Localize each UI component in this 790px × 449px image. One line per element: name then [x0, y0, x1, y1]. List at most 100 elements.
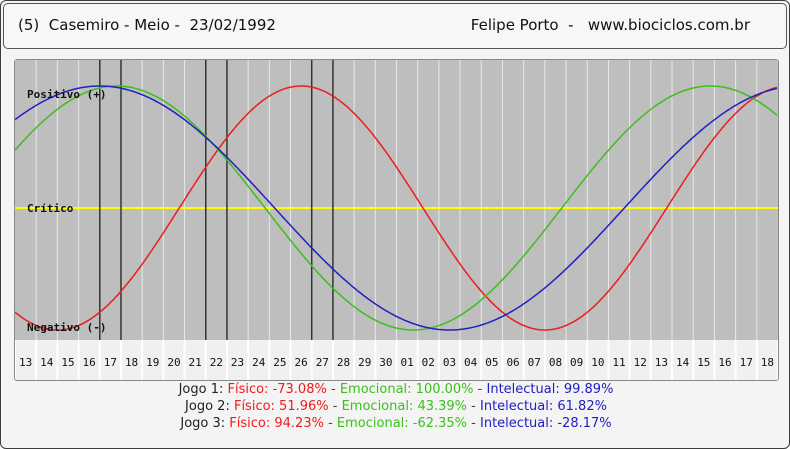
x-tick-label: 14: [40, 356, 54, 369]
x-tick-label: 17: [740, 356, 753, 369]
x-tick-cell: [567, 340, 587, 380]
x-tick-cell: [143, 340, 163, 380]
site-credit: Felipe Porto - www.biociclos.com.br: [470, 16, 750, 34]
result-label: Jogo 2:: [185, 399, 230, 414]
result-emocional: Emocional: 100.00%: [339, 382, 474, 397]
player-info: (5) Casemiro - Meio - 23/02/1992: [18, 16, 276, 34]
critical-label: Crítico: [27, 202, 74, 215]
x-tick-cell: [185, 340, 205, 380]
x-tick-label: 26: [295, 356, 308, 369]
x-tick-label: 04: [464, 356, 478, 369]
x-tick-cell: [355, 340, 375, 380]
separator: -: [326, 382, 340, 397]
series-line-emocional: [15, 85, 778, 331]
x-tick-label: 12: [634, 356, 647, 369]
x-tick-label: 18: [125, 356, 138, 369]
negative-label: Negativo (-): [27, 321, 106, 334]
x-tick-cell: [291, 340, 311, 380]
result-intelectual: Intelectual: 99.89%: [486, 382, 614, 397]
separator: -: [467, 416, 481, 431]
x-tick-label: 13: [655, 356, 668, 369]
x-tick-cell: [164, 340, 184, 380]
x-tick-cell: [58, 340, 78, 380]
x-tick-cell: [333, 340, 354, 380]
x-tick-label: 25: [273, 356, 286, 369]
x-tick-label: 24: [252, 356, 266, 369]
x-tick-label: 05: [485, 356, 498, 369]
result-line-2: Jogo 2: Físico: 51.96% - Emocional: 43.3…: [1, 398, 790, 415]
x-tick-label: 23: [231, 356, 244, 369]
separator: -: [328, 399, 342, 414]
header-bar: (5) Casemiro - Meio - 23/02/1992 Felipe …: [3, 3, 787, 49]
x-tick-cell: [503, 340, 523, 380]
x-tick-label: 01: [400, 356, 413, 369]
x-tick-label: 20: [167, 356, 180, 369]
x-tick-cell: [206, 340, 226, 380]
result-fisico: Físico: 51.96%: [233, 399, 329, 414]
x-tick-label: 10: [591, 356, 604, 369]
result-intelectual: Intelectual: -28.17%: [480, 416, 612, 431]
x-tick-label: 16: [718, 356, 731, 369]
x-tick-cell: [736, 340, 756, 380]
result-line-3: Jogo 3: Físico: 94.23% - Emocional: -62.…: [1, 415, 790, 432]
x-tick-cell: [673, 340, 693, 380]
positive-label: Positivo (+): [27, 88, 106, 101]
x-tick-cell: [121, 340, 142, 380]
x-tick-label: 13: [19, 356, 32, 369]
x-tick-label: 22: [210, 356, 223, 369]
x-tick-label: 15: [61, 356, 74, 369]
x-tick-label: 19: [146, 356, 159, 369]
x-tick-cell: [16, 340, 36, 380]
x-tick-label: 07: [528, 356, 541, 369]
x-tick-cell: [79, 340, 99, 380]
x-tick-cell: [397, 340, 417, 380]
x-tick-cell: [376, 340, 396, 380]
series-line-fisico: [15, 85, 778, 331]
result-line-1: Jogo 1: Físico: -73.08% - Emocional: 100…: [1, 381, 790, 398]
x-tick-cell: [439, 340, 460, 380]
result-fisico: Físico: 94.23%: [229, 416, 324, 431]
x-tick-cell: [715, 340, 735, 380]
x-tick-label: 27: [316, 356, 329, 369]
result-intelectual: Intelectual: 61.82%: [480, 399, 607, 414]
x-tick-cell: [227, 340, 248, 380]
result-label: Jogo 1:: [178, 382, 224, 397]
x-tick-cell: [312, 340, 332, 380]
x-tick-label: 14: [676, 356, 690, 369]
x-tick-cell: [270, 340, 290, 380]
result-label: Jogo 3:: [180, 416, 226, 431]
x-tick-cell: [482, 340, 502, 380]
x-tick-cell: [630, 340, 650, 380]
x-tick-label: 09: [570, 356, 583, 369]
x-tick-label: 29: [358, 356, 371, 369]
x-tick-cell: [757, 340, 777, 380]
x-tick-cell: [100, 340, 120, 380]
game-results: Jogo 1: Físico: -73.08% - Emocional: 100…: [1, 381, 790, 432]
x-tick-label: 28: [337, 356, 350, 369]
x-tick-cell: [524, 340, 544, 380]
x-tick-cell: [651, 340, 672, 380]
result-emocional: Emocional: 43.39%: [341, 399, 468, 414]
x-tick-label: 21: [189, 356, 202, 369]
x-tick-cell: [249, 340, 269, 380]
x-tick-label: 11: [612, 356, 625, 369]
x-tick-label: 30: [379, 356, 392, 369]
x-tick-cell: [37, 340, 57, 380]
x-tick-label: 18: [761, 356, 774, 369]
result-emocional: Emocional: -62.35%: [336, 416, 468, 431]
x-tick-cell: [609, 340, 629, 380]
x-tick-cell: [588, 340, 608, 380]
result-fisico: Físico: -73.08%: [227, 382, 327, 397]
x-tick-label: 17: [104, 356, 117, 369]
biorhythm-chart-frame: 13 14 15 16 17 18 19 20 21 22 23 24 25 26 27 28 29 30 01 02…: [14, 59, 779, 381]
x-tick-cell: [418, 340, 438, 380]
x-tick-label: 03: [443, 356, 456, 369]
x-tick-cell: [694, 340, 714, 380]
x-tick-cell: [461, 340, 481, 380]
series-line-intelectual: [15, 85, 778, 331]
separator: -: [323, 416, 337, 431]
x-tick-label: 16: [83, 356, 96, 369]
separator: -: [473, 382, 487, 397]
x-tick-label: 02: [422, 356, 435, 369]
